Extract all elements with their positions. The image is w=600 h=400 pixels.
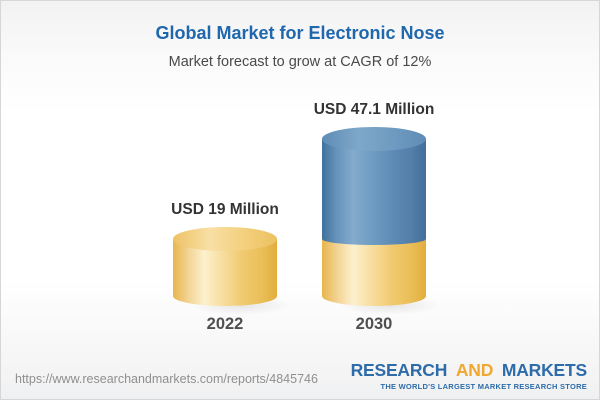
bar-2030-category-label: 2030 [355, 315, 393, 333]
research-and-markets-logo: RESEARCH AND MARKETS THE WORLD'S LARGEST… [350, 360, 588, 391]
chart-header: Global Market for Electronic Nose Market… [1, 23, 599, 70]
bar-2022-cylinder-cap [173, 226, 277, 251]
logo-word-research: RESEARCH [350, 360, 448, 380]
bar-2030: USD 47.1 Million 2030 [314, 1, 456, 399]
page-title: Global Market for Electronic Nose [155, 23, 445, 43]
report-url-link[interactable]: https://www.researchandmarkets.com/repor… [15, 372, 318, 386]
logo-tagline: THE WORLD'S LARGEST MARKET RESEARCH STOR… [380, 381, 587, 391]
bar-2022-value-label: USD 19 Million [171, 200, 279, 218]
bar-2022: USD 19 Million 2022 [171, 1, 307, 399]
logo-word-and: AND [455, 360, 494, 380]
logo-wordmark: RESEARCH AND MARKETS [350, 360, 588, 380]
logo-word-markets: MARKETS [501, 360, 587, 380]
bar-2022-category-label: 2022 [206, 315, 244, 333]
bar-2030-growth-segment [322, 138, 426, 245]
bar-2030-value-label: USD 47.1 Million [313, 100, 435, 118]
page-subtitle: Market forecast to grow at CAGR of 12% [168, 53, 432, 70]
bar-2030-base-segment [322, 238, 426, 306]
bar-2030-cylinder-cap [322, 126, 426, 151]
